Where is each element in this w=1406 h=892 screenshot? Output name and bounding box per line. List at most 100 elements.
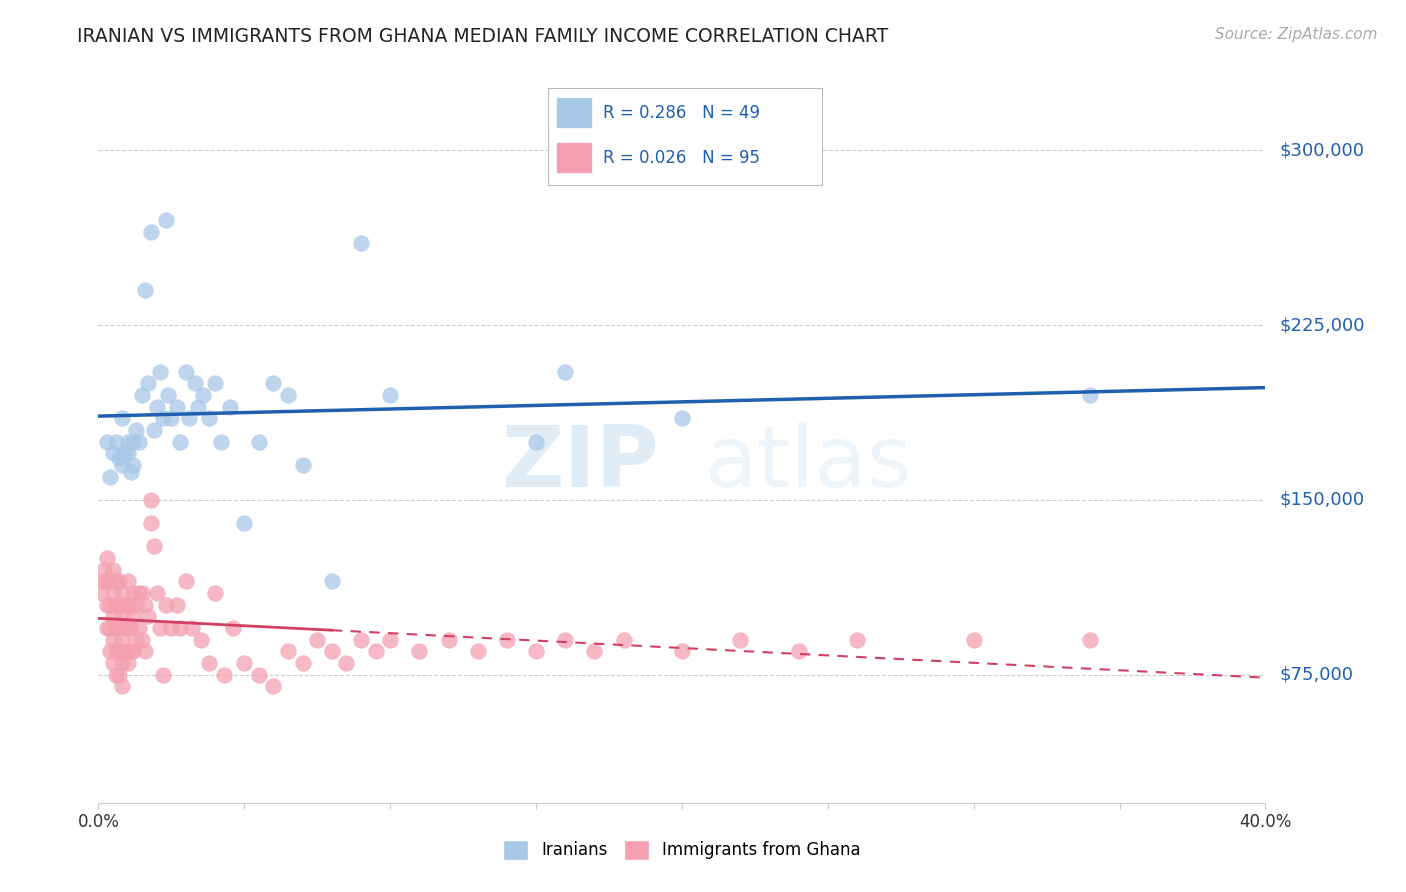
Point bbox=[117, 656, 139, 670]
Point bbox=[104, 667, 127, 681]
Point bbox=[128, 621, 150, 635]
Point bbox=[139, 225, 162, 239]
Point bbox=[166, 598, 188, 612]
Point bbox=[364, 644, 387, 658]
Point bbox=[496, 632, 519, 647]
Point bbox=[146, 586, 169, 600]
Point bbox=[247, 434, 270, 449]
Point bbox=[152, 411, 174, 425]
Point bbox=[131, 586, 153, 600]
Point bbox=[174, 365, 197, 379]
Text: atlas: atlas bbox=[706, 422, 914, 505]
Point bbox=[166, 400, 188, 414]
Point bbox=[612, 632, 634, 647]
Point bbox=[122, 458, 145, 472]
Point bbox=[277, 388, 299, 402]
Point bbox=[233, 656, 256, 670]
Point bbox=[96, 598, 118, 612]
Point bbox=[104, 598, 127, 612]
Point bbox=[111, 656, 134, 670]
Point bbox=[117, 434, 139, 449]
Point bbox=[114, 621, 136, 635]
Point bbox=[160, 621, 183, 635]
Point bbox=[291, 458, 314, 472]
Point bbox=[101, 656, 124, 670]
Point bbox=[104, 574, 127, 589]
Text: $300,000: $300,000 bbox=[1279, 141, 1364, 159]
Point bbox=[101, 609, 124, 624]
Text: $150,000: $150,000 bbox=[1279, 491, 1365, 508]
Point bbox=[111, 586, 134, 600]
Point bbox=[787, 644, 810, 658]
Point bbox=[221, 621, 243, 635]
Point bbox=[134, 644, 156, 658]
Point bbox=[554, 632, 576, 647]
Point bbox=[671, 411, 693, 425]
Point bbox=[146, 400, 169, 414]
Point bbox=[104, 434, 127, 449]
Point bbox=[120, 644, 142, 658]
Point bbox=[117, 574, 139, 589]
Point bbox=[671, 644, 693, 658]
Text: $75,000: $75,000 bbox=[1279, 665, 1354, 683]
Point bbox=[101, 446, 124, 460]
Point bbox=[96, 621, 118, 635]
Text: $225,000: $225,000 bbox=[1279, 316, 1365, 334]
Point bbox=[122, 644, 145, 658]
Point bbox=[408, 644, 430, 658]
Point bbox=[204, 376, 226, 391]
Point bbox=[111, 458, 134, 472]
Point bbox=[108, 598, 131, 612]
Point bbox=[149, 365, 172, 379]
Point bbox=[169, 621, 191, 635]
Point bbox=[380, 632, 402, 647]
Point bbox=[321, 644, 343, 658]
Point bbox=[142, 540, 165, 554]
Point bbox=[350, 632, 373, 647]
Point bbox=[218, 400, 240, 414]
Point bbox=[198, 656, 221, 670]
Point bbox=[104, 644, 127, 658]
Point bbox=[117, 446, 139, 460]
Point bbox=[104, 621, 127, 635]
Point bbox=[96, 551, 118, 566]
Point bbox=[101, 632, 124, 647]
Point bbox=[155, 598, 177, 612]
Point bbox=[187, 400, 209, 414]
Text: Source: ZipAtlas.com: Source: ZipAtlas.com bbox=[1215, 27, 1378, 42]
Point bbox=[98, 621, 121, 635]
Point bbox=[96, 434, 118, 449]
Point bbox=[190, 632, 212, 647]
Point bbox=[93, 563, 115, 577]
Point bbox=[962, 632, 984, 647]
Point bbox=[149, 621, 172, 635]
Point bbox=[233, 516, 256, 530]
Point bbox=[583, 644, 606, 658]
Point bbox=[108, 574, 131, 589]
Point bbox=[98, 574, 121, 589]
Point bbox=[247, 667, 270, 681]
Point bbox=[108, 621, 131, 635]
Point bbox=[125, 632, 148, 647]
Point bbox=[111, 632, 134, 647]
Point bbox=[122, 609, 145, 624]
Point bbox=[111, 609, 134, 624]
Point bbox=[139, 492, 162, 507]
Point bbox=[134, 283, 156, 297]
Point bbox=[108, 644, 131, 658]
Point bbox=[108, 667, 131, 681]
Point bbox=[380, 388, 402, 402]
Point bbox=[101, 563, 124, 577]
Text: IRANIAN VS IMMIGRANTS FROM GHANA MEDIAN FAMILY INCOME CORRELATION CHART: IRANIAN VS IMMIGRANTS FROM GHANA MEDIAN … bbox=[77, 27, 889, 45]
Point bbox=[467, 644, 489, 658]
Point bbox=[128, 586, 150, 600]
Point bbox=[183, 376, 205, 391]
Point bbox=[193, 388, 215, 402]
Point bbox=[117, 598, 139, 612]
Point bbox=[98, 598, 121, 612]
Point bbox=[114, 446, 136, 460]
Point bbox=[1080, 388, 1102, 402]
Point bbox=[128, 434, 150, 449]
Point bbox=[120, 621, 142, 635]
Point bbox=[93, 574, 115, 589]
